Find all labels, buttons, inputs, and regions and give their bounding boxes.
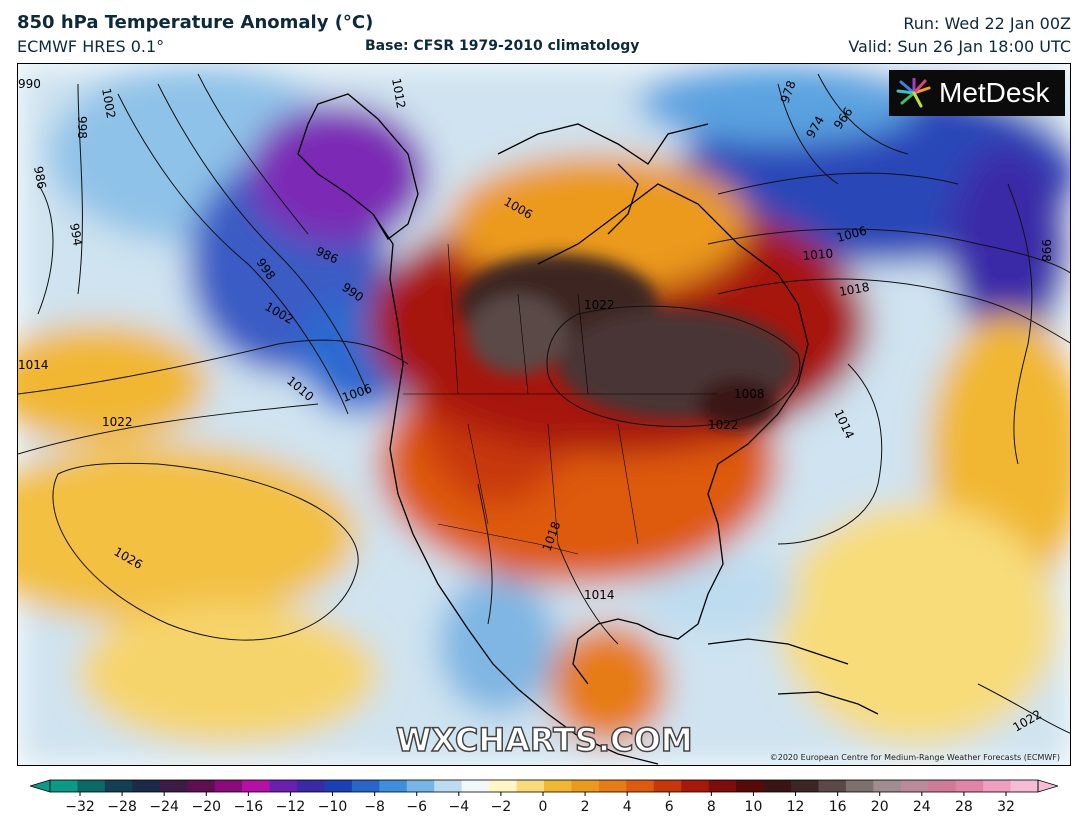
logo-text: MetDesk bbox=[939, 77, 1050, 108]
colorbar-swatch bbox=[434, 780, 463, 792]
colorbar-swatch bbox=[297, 780, 325, 792]
colorbar-tick-label: −12 bbox=[275, 799, 306, 815]
colorbar-swatch bbox=[736, 780, 765, 792]
colorbar-swatch bbox=[214, 780, 243, 792]
isobar-label: 994 bbox=[67, 222, 85, 247]
colorbar-tick-label: 2 bbox=[580, 799, 590, 815]
colorbar-tick-label: 20 bbox=[870, 799, 889, 815]
colorbar-swatch bbox=[681, 780, 710, 792]
isobar-label: 1008 bbox=[734, 387, 765, 401]
colorbar-swatch bbox=[1010, 780, 1039, 792]
model-name: ECMWF HRES 0.1° bbox=[17, 37, 165, 56]
isobar-label: 1010 bbox=[802, 246, 834, 263]
borders bbox=[403, 243, 718, 555]
colorbar-swatch bbox=[269, 780, 298, 792]
colorbar-tick-label: 16 bbox=[828, 799, 847, 815]
colorbar-swatch bbox=[50, 780, 78, 792]
colorbar-max-arrow bbox=[1037, 779, 1058, 793]
isobar-label: 990 bbox=[18, 77, 41, 91]
pinwheel-icon bbox=[896, 78, 931, 108]
colorbar-swatch bbox=[379, 780, 408, 792]
colorbar-tick-label: 6 bbox=[664, 799, 674, 815]
colorbar-tick-label: −8 bbox=[364, 799, 385, 815]
watermark: WXCHARTS.COM bbox=[395, 720, 693, 760]
colorbar-swatch bbox=[928, 780, 957, 792]
map-canvas: 990 1002 998 986 994 1012 986 990 998 10… bbox=[18, 64, 1070, 765]
isobar-label: 1022 bbox=[708, 418, 739, 432]
colorbar-tick-label: −6 bbox=[406, 799, 428, 815]
copyright-notice: ©2020 European Centre for Medium-Range W… bbox=[769, 753, 1060, 762]
colorbar-tick-label: 10 bbox=[744, 799, 763, 815]
colorbar-swatch bbox=[598, 780, 627, 792]
colorbar-tick-label: −20 bbox=[191, 799, 222, 815]
colorbar-swatch bbox=[461, 780, 490, 792]
colorbar-frame bbox=[49, 779, 1039, 793]
colorbar-swatch bbox=[406, 780, 435, 792]
map-title: 850 hPa Temperature Anomaly (°C) bbox=[17, 12, 374, 33]
colorbar-swatch bbox=[324, 780, 353, 792]
colorbar-tick-label: −10 bbox=[317, 799, 348, 815]
isobar-label: 1002 bbox=[99, 87, 118, 120]
colorbar-tick-label: 24 bbox=[912, 799, 931, 815]
colorbar-swatch bbox=[845, 780, 874, 792]
run-time: Run: Wed 22 Jan 00Z bbox=[903, 14, 1071, 33]
colorbar-swatch bbox=[132, 780, 161, 792]
colorbar-tick-label: −28 bbox=[107, 799, 137, 815]
isobar-label: 1022 bbox=[102, 415, 133, 429]
colorbar-swatch bbox=[626, 780, 655, 792]
colorbar-swatch bbox=[489, 780, 518, 792]
colorbar-tick-label: 8 bbox=[706, 799, 716, 815]
anomaly-map: 990 1002 998 986 994 1012 986 990 998 10… bbox=[17, 63, 1071, 766]
colorbar-swatch bbox=[242, 780, 271, 792]
colorbar-min-arrow bbox=[30, 779, 51, 793]
isobar-label: 1012 bbox=[389, 77, 408, 110]
isobar-label: 1018 bbox=[838, 280, 871, 299]
colorbar-swatch bbox=[763, 780, 792, 792]
warm-core bbox=[458, 254, 798, 429]
colorbar-swatch bbox=[708, 780, 737, 792]
colorbar-swatch bbox=[955, 780, 984, 792]
isobar-label: 1022 bbox=[584, 298, 615, 312]
colorbar-swatch bbox=[873, 780, 902, 792]
isobar-label: 986 bbox=[31, 165, 49, 190]
colorbar-tick-label: −32 bbox=[65, 799, 95, 815]
colorbar-swatch bbox=[187, 780, 216, 792]
colorbar-swatch bbox=[653, 780, 682, 792]
colorbar-swatch bbox=[159, 780, 188, 792]
colorbar-swatch bbox=[544, 780, 572, 792]
valid-time: Valid: Sun 26 Jan 18:00 UTC bbox=[848, 37, 1071, 56]
colorbar-scale bbox=[30, 779, 1058, 796]
climatology-base: Base: CFSR 1979-2010 climatology bbox=[365, 38, 640, 54]
isobar-label: 998 bbox=[1039, 239, 1053, 262]
isobar-label: 998 bbox=[75, 116, 89, 139]
metdesk-logo: MetDesk bbox=[889, 70, 1065, 116]
isobar-label: 1014 bbox=[584, 588, 615, 602]
colorbar-swatch bbox=[983, 780, 1012, 792]
isobars bbox=[18, 73, 1070, 734]
colorbar-swatch bbox=[104, 780, 133, 792]
colorbar-tick-label: 0 bbox=[538, 799, 548, 815]
colorbar-swatch bbox=[77, 780, 106, 792]
colorbar-tick-label: −24 bbox=[149, 799, 179, 815]
temperature-anomaly-field bbox=[18, 64, 1070, 765]
colorbar-tick-label: 28 bbox=[954, 799, 973, 815]
colorbar-tick-label: 12 bbox=[786, 799, 805, 815]
colorbar-tick-label: −16 bbox=[233, 799, 264, 815]
colorbar-tick-label: −2 bbox=[490, 799, 512, 815]
colorbar-tick-label: 4 bbox=[622, 799, 632, 815]
colorbar-swatch bbox=[791, 780, 819, 792]
colorbar-swatch bbox=[900, 780, 929, 792]
colorbar: −32 −28 −24 −20 −16 −12 −10 −8 −6 −4 −2 0 2 4 6 8 10 12 16… bbox=[30, 775, 1058, 825]
colorbar-swatch bbox=[351, 780, 380, 792]
colorbar-swatch bbox=[516, 780, 545, 792]
isobar-label: 1014 bbox=[18, 358, 49, 372]
colorbar-tick-label: 32 bbox=[997, 799, 1015, 815]
colorbar-swatch bbox=[818, 780, 847, 792]
colorbar-tick-label: −4 bbox=[448, 799, 470, 815]
coastlines bbox=[297, 93, 879, 765]
colorbar-swatch bbox=[571, 780, 600, 792]
